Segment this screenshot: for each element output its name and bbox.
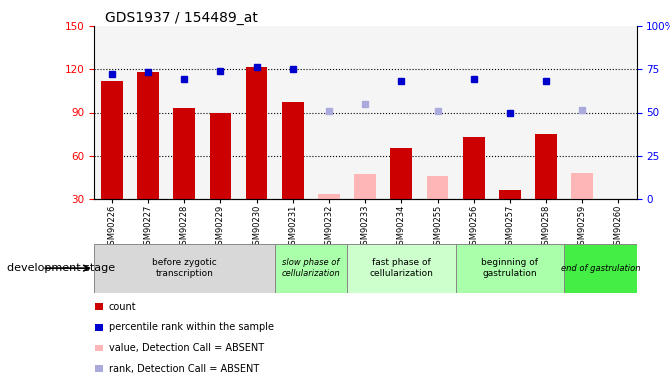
Bar — [282, 102, 304, 199]
Bar — [94, 26, 130, 199]
Bar — [318, 194, 340, 199]
Text: fast phase of
cellularization: fast phase of cellularization — [369, 258, 433, 278]
Bar — [564, 244, 636, 292]
Bar — [239, 26, 275, 199]
Bar — [347, 244, 456, 292]
Text: end of gastrulation: end of gastrulation — [561, 264, 640, 273]
Text: before zygotic
transcription: before zygotic transcription — [152, 258, 216, 278]
Bar — [419, 26, 456, 199]
Bar — [166, 26, 202, 199]
Bar — [456, 244, 564, 292]
Bar — [94, 244, 275, 292]
Text: percentile rank within the sample: percentile rank within the sample — [109, 322, 273, 332]
Bar — [528, 26, 564, 199]
Bar — [347, 26, 383, 199]
Bar — [456, 26, 492, 199]
Text: rank, Detection Call = ABSENT: rank, Detection Call = ABSENT — [109, 364, 259, 374]
Bar — [210, 112, 231, 199]
Bar — [572, 173, 593, 199]
Bar — [137, 72, 159, 199]
Text: GDS1937 / 154489_at: GDS1937 / 154489_at — [105, 11, 257, 25]
Text: slow phase of
cellularization: slow phase of cellularization — [281, 258, 340, 278]
Bar — [202, 26, 239, 199]
Bar — [275, 26, 311, 199]
Bar — [492, 26, 528, 199]
Bar — [383, 26, 419, 199]
Bar — [174, 108, 195, 199]
Bar — [275, 244, 347, 292]
Text: value, Detection Call = ABSENT: value, Detection Call = ABSENT — [109, 343, 264, 353]
Text: beginning of
gastrulation: beginning of gastrulation — [481, 258, 539, 278]
Text: development stage: development stage — [7, 263, 115, 273]
Bar — [101, 81, 123, 199]
Bar — [391, 148, 412, 199]
Bar — [499, 190, 521, 199]
Bar — [246, 66, 267, 199]
Bar — [311, 26, 347, 199]
Bar — [564, 26, 600, 199]
Bar — [354, 174, 376, 199]
Bar — [130, 26, 166, 199]
Bar — [463, 137, 484, 199]
Text: count: count — [109, 302, 136, 312]
Bar — [600, 26, 636, 199]
Bar — [427, 176, 448, 199]
Bar — [535, 134, 557, 199]
